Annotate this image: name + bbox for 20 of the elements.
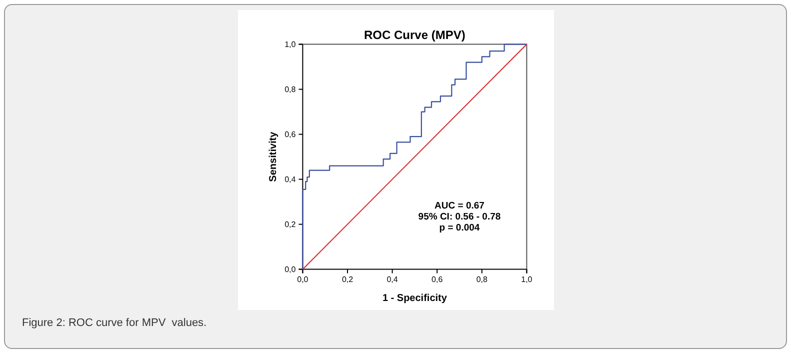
annotation: p = 0.004 <box>439 222 480 234</box>
x-tick-label: 1,0 <box>521 274 533 284</box>
x-axis-title: 1 - Specificity <box>382 293 448 304</box>
x-tick-label: 0,2 <box>342 274 354 284</box>
x-tick-label: 0,4 <box>386 274 398 284</box>
x-tick-label: 0,6 <box>432 274 444 284</box>
x-tick-label: 0,8 <box>476 274 488 284</box>
y-tick-label: 0,0 <box>284 264 296 274</box>
y-tick-label: 0,4 <box>284 174 296 184</box>
chart-title: ROC Curve (MPV) <box>364 28 466 42</box>
x-tick-label: 0,0 <box>297 274 309 284</box>
y-axis-title: Sensitivity <box>268 131 279 182</box>
annotation: AUC = 0.67 <box>434 200 484 212</box>
caption: Figure 2: ROC curve for MPV values. <box>22 317 207 329</box>
y-tick-label: 1,0 <box>284 40 296 49</box>
y-tick-label: 0,2 <box>284 220 296 229</box>
annotation: 95% CI: 0.56 - 0.78 <box>418 212 501 223</box>
line-series <box>302 44 528 270</box>
y-tick-label: 0,6 <box>284 130 296 139</box>
y-tick-label: 0,8 <box>284 84 296 94</box>
